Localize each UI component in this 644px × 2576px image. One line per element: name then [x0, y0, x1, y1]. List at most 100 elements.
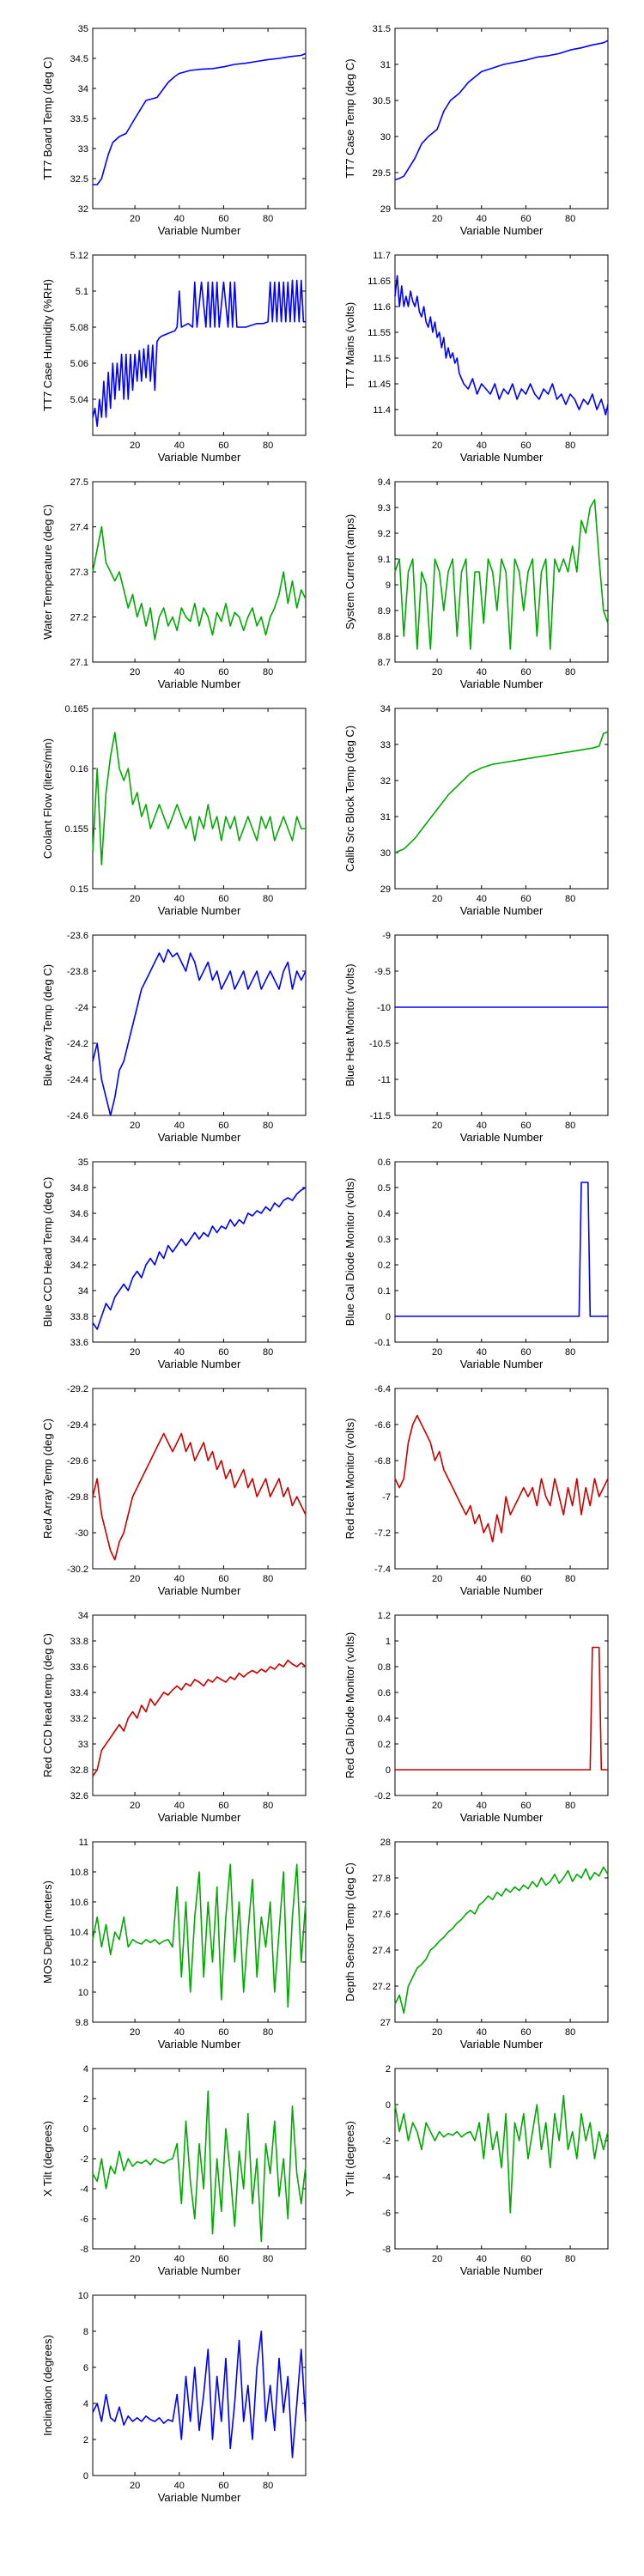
- y-tick-label: -8: [382, 2245, 391, 2255]
- x-tick-label: 80: [263, 1574, 273, 1584]
- y-tick-label: 6: [83, 2363, 88, 2373]
- series-line: [394, 499, 609, 650]
- y-tick-label: 1: [386, 1637, 391, 1647]
- x-tick-label: 20: [130, 214, 140, 224]
- series-line: [394, 1414, 609, 1543]
- y-tick-label: 33.2: [70, 1714, 88, 1724]
- y-tick-label: -6.4: [374, 1384, 391, 1394]
- y-tick-label: 0.3: [378, 1235, 391, 1245]
- x-tick-label: 40: [174, 2027, 185, 2038]
- y-axis-label: Depth Sensor Temp (deg C): [343, 1862, 356, 2002]
- y-tick-label: -8: [80, 2245, 88, 2255]
- x-axis-label: Variable Number: [460, 451, 544, 464]
- x-axis-label: Variable Number: [460, 1131, 544, 1144]
- x-tick-label: 60: [218, 2027, 228, 2038]
- y-tick-label: -23.8: [67, 967, 88, 977]
- y-tick-label: 33.4: [70, 1688, 88, 1698]
- x-tick-label: 20: [432, 214, 442, 224]
- plot-area: [394, 254, 609, 436]
- y-tick-label: -0.1: [374, 1338, 391, 1348]
- y-tick-label: 31.5: [373, 24, 391, 34]
- y-tick-label: 34.6: [70, 1209, 88, 1219]
- y-tick-label: 0: [83, 2471, 88, 2482]
- x-tick-label: 80: [263, 1347, 273, 1358]
- y-tick-label: 27.2: [70, 613, 88, 623]
- y-tick-label: 10.6: [70, 1898, 88, 1908]
- y-tick-label: 32.6: [70, 1791, 88, 1801]
- y-tick-label: 9: [386, 580, 391, 591]
- y-tick-label: 4: [83, 2064, 88, 2075]
- x-tick-label: 40: [477, 214, 487, 224]
- plot-area: [92, 27, 307, 210]
- y-axis-label: Red Array Temp (deg C): [41, 1419, 54, 1539]
- x-tick-label: 20: [130, 1574, 140, 1584]
- chart-panel: 11.4 11.45 11.5 11.55 11.6 11.65 11.7 20 40 60 80 V…: [343, 251, 609, 464]
- y-tick-label: -11.5: [370, 1111, 391, 1121]
- y-tick-label: -29.2: [67, 1384, 88, 1394]
- y-tick-label: -6.8: [374, 1456, 391, 1467]
- y-tick-label: 0.2: [378, 1261, 391, 1271]
- y-tick-label: 34: [78, 1286, 88, 1297]
- y-tick-label: 33.6: [70, 1338, 88, 1348]
- y-tick-label: 0.6: [378, 1157, 391, 1168]
- plot-area: [92, 2294, 307, 2476]
- x-tick-label: 60: [520, 894, 531, 904]
- x-tick-label: 40: [477, 1121, 487, 1131]
- x-tick-label: 60: [520, 1574, 531, 1584]
- y-tick-label: 8: [83, 2327, 88, 2337]
- x-tick-label: 60: [218, 1121, 228, 1131]
- y-axis-label: Blue CCD Head Temp (deg C): [41, 1177, 54, 1327]
- y-tick-label: -9: [382, 931, 391, 941]
- y-axis-label: Red Cal Diode Monitor (volts): [343, 1632, 356, 1779]
- x-tick-label: 20: [432, 1121, 442, 1131]
- x-tick-label: 60: [520, 214, 531, 224]
- plot-area: [92, 934, 307, 1116]
- x-tick-label: 80: [263, 2027, 273, 2038]
- chart-panel: -7.4 -7.2 -7 -6.8 -6.6 -6.4 20 40 60 80 Variable N…: [343, 1384, 609, 1597]
- y-axis-label: Coolant Flow (liters/min): [41, 738, 54, 859]
- y-tick-label: 0.5: [378, 1183, 391, 1194]
- y-tick-label: 0.6: [378, 1688, 391, 1698]
- y-tick-label: 1.2: [378, 1611, 391, 1621]
- chart-panel: -0.1 0 0.1 0.2 0.3 0.4 0.5 0.6 20 40 60 80 Variable …: [343, 1157, 609, 1370]
- y-tick-label: 27.3: [70, 568, 88, 578]
- x-tick-label: 20: [432, 1574, 442, 1584]
- y-tick-label: 33.5: [70, 114, 88, 125]
- x-tick-label: 80: [565, 1574, 575, 1584]
- y-tick-label: 34.4: [70, 1235, 88, 1245]
- x-tick-label: 40: [477, 440, 487, 451]
- y-tick-label: 33.8: [70, 1312, 88, 1322]
- x-tick-label: 40: [174, 1121, 185, 1131]
- x-tick-label: 80: [263, 440, 273, 451]
- x-tick-label: 80: [565, 894, 575, 904]
- y-tick-label: 5.08: [70, 323, 88, 333]
- y-tick-label: 29: [380, 884, 391, 895]
- y-tick-label: 0.4: [378, 1714, 391, 1724]
- chart-panel: 5.04 5.06 5.08 5.1 5.12 20 40 60 80 Variable Numb…: [41, 251, 307, 464]
- y-tick-label: 10: [78, 1988, 88, 1998]
- y-axis-label: Y Tilt (degrees): [343, 2121, 356, 2196]
- x-tick-label: 80: [565, 1121, 575, 1131]
- series-line: [92, 949, 307, 1116]
- y-tick-label: -2: [80, 2154, 88, 2165]
- x-tick-label: 40: [477, 667, 487, 677]
- y-tick-label: 33.6: [70, 1662, 88, 1673]
- chart-panel: 27 27.2 27.4 27.6 27.8 28 20 40 60 80 Variable Num…: [343, 1838, 609, 2050]
- chart-panel: 8.7 8.8 8.9 9 9.1 9.2 9.3 9.4 20 40 60 80 Variable N…: [343, 477, 609, 690]
- y-tick-label: 30: [380, 132, 391, 143]
- x-tick-label: 60: [218, 2254, 228, 2264]
- series-line: [92, 732, 306, 866]
- y-tick-label: 10.4: [70, 1928, 88, 1938]
- plot-area: [92, 1161, 307, 1343]
- y-tick-label: 33.8: [70, 1637, 88, 1647]
- y-tick-label: 8.9: [378, 606, 391, 617]
- x-tick-label: 80: [565, 440, 575, 451]
- y-tick-label: 9.8: [76, 2018, 88, 2028]
- y-tick-label: 0.8: [378, 1662, 391, 1673]
- y-axis-label: Blue Heat Monitor (volts): [343, 963, 356, 1086]
- y-tick-label: -24.2: [67, 1039, 88, 1049]
- x-tick-label: 40: [174, 214, 185, 224]
- y-tick-label: 30: [380, 848, 391, 859]
- y-axis-label: X Tilt (degrees): [41, 2121, 54, 2196]
- y-axis-label: Inclination (degrees): [41, 2335, 54, 2436]
